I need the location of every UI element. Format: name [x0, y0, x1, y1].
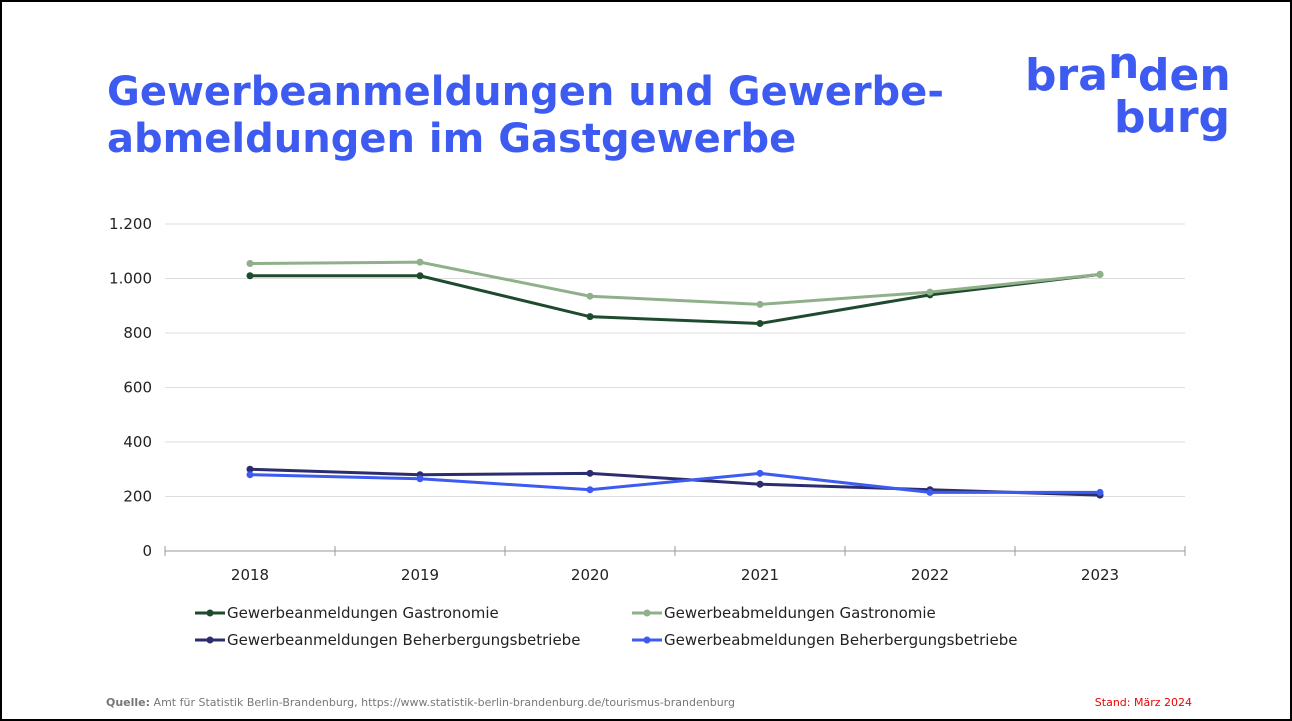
logo-text: n	[1108, 38, 1139, 89]
x-tick-label: 2020	[571, 566, 609, 584]
data-point	[416, 475, 424, 483]
legend-marker	[643, 636, 651, 644]
y-tick-label: 800	[123, 324, 152, 342]
x-tick-label: 2018	[231, 566, 269, 584]
y-tick-label: 400	[123, 433, 152, 451]
legend-marker	[206, 609, 214, 617]
title: abmeldungen im Gastgewerbe	[107, 116, 796, 162]
data-point	[1096, 488, 1104, 496]
y-tick-label: 600	[123, 379, 152, 397]
logo-text: den	[1138, 50, 1231, 101]
series-line	[249, 467, 1101, 497]
y-tick-label: 1.200	[109, 215, 152, 233]
title: Gewerbeanmeldungen und Gewerbe-	[107, 69, 944, 115]
series-line	[249, 471, 1100, 494]
logo: bra n den burg	[1025, 38, 1231, 143]
source-label: Quelle:	[106, 696, 150, 709]
y-tick-label: 1.000	[109, 270, 152, 288]
data-point	[926, 288, 934, 296]
data-point	[756, 300, 764, 308]
data-point	[246, 465, 254, 473]
x-tick-label: 2021	[741, 566, 779, 584]
legend-label: Gewerbeanmeldungen Beherbergungsbetriebe	[227, 631, 580, 649]
legend-label: Gewerbeabmeldungen Gastronomie	[664, 604, 936, 622]
x-tick-label: 2023	[1081, 566, 1119, 584]
source: Quelle: Amt für Statistik Berlin-Branden…	[106, 696, 735, 709]
y-tick-label: 200	[123, 488, 152, 506]
data-point	[586, 469, 594, 477]
logo-text: burg	[1114, 92, 1230, 143]
data-point	[246, 471, 254, 479]
data-point	[926, 488, 934, 496]
data-point	[586, 292, 594, 300]
data-point	[756, 480, 764, 488]
logo-text: bra	[1025, 50, 1108, 101]
data-point	[416, 258, 424, 266]
x-tick-label: 2022	[911, 566, 949, 584]
data-point	[756, 469, 764, 477]
legend-marker	[643, 609, 651, 617]
data-point	[1096, 270, 1104, 278]
legend-marker	[206, 636, 214, 644]
source-text: Amt für Statistik Berlin-Brandenburg, ht…	[154, 696, 735, 709]
data-point	[246, 260, 254, 268]
series-line	[249, 260, 1101, 306]
data-point	[756, 319, 764, 327]
data-point	[416, 272, 424, 280]
legend-label: Gewerbeabmeldungen Beherbergungsbetriebe	[664, 631, 1017, 649]
data-point	[246, 272, 254, 280]
legend-label: Gewerbeanmeldungen Gastronomie	[227, 604, 499, 622]
data-point	[586, 313, 594, 321]
series-line	[250, 272, 1101, 325]
stand: Stand: März 2024	[1095, 696, 1192, 709]
x-tick-label: 2019	[401, 566, 439, 584]
y-tick-label: 0	[142, 542, 152, 560]
data-point	[586, 486, 594, 494]
